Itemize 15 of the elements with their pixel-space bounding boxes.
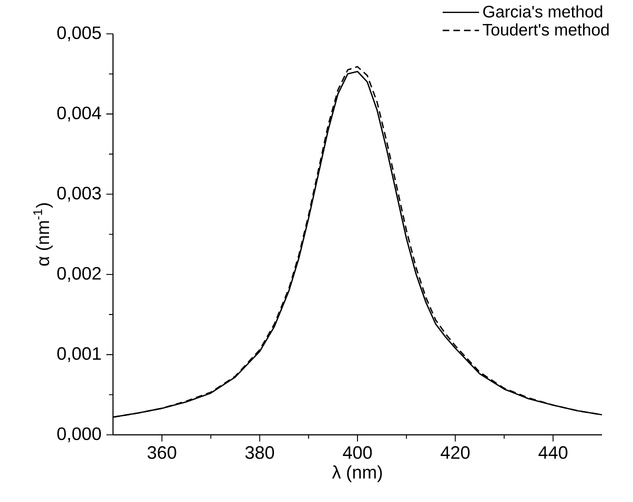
y-tick-label: 0,001 xyxy=(57,347,101,362)
x-tick-label: 440 xyxy=(538,446,568,460)
x-tick-label: 420 xyxy=(440,446,470,460)
legend-label: Toudert's method xyxy=(482,23,609,36)
x-axis-title: λ (nm) xyxy=(332,465,382,482)
legend-label: Garcia's method xyxy=(483,5,602,18)
y-tick-label: 0,002 xyxy=(57,267,101,282)
x-tick-label: 360 xyxy=(148,446,176,460)
y-tick-label: 0,003 xyxy=(57,186,101,202)
y-axis-title: α (nm$^{-1}$) xyxy=(33,203,53,266)
y-tick-label: 0,005 xyxy=(57,26,101,42)
x-tick-label: 380 xyxy=(245,446,274,460)
x-tick-label: 400 xyxy=(342,446,372,460)
y-tick-label: 0,000 xyxy=(57,427,101,442)
y-tick-label: 0,004 xyxy=(57,106,102,122)
